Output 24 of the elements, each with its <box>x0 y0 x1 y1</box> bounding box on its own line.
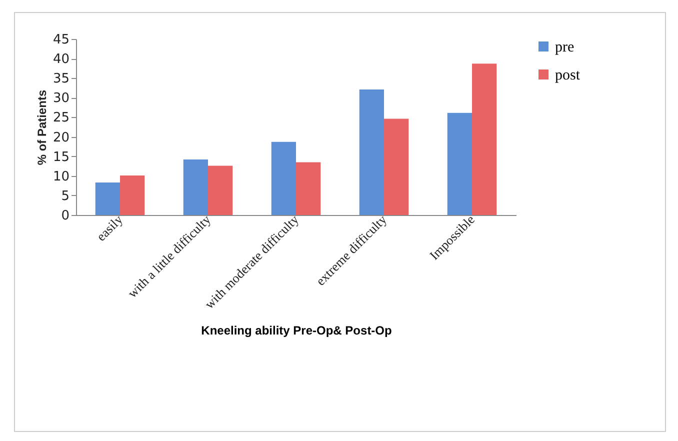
y-tick-label: 0 <box>61 208 70 224</box>
bar <box>95 182 120 215</box>
y-tick-label: 25 <box>52 110 70 126</box>
x-axis-title: Kneeling ability Pre-Op& Post-Op <box>201 324 392 338</box>
legend-label: pre <box>555 40 574 56</box>
bar <box>472 64 497 215</box>
bar <box>120 176 145 215</box>
y-tick-label: 40 <box>52 52 70 68</box>
y-tick-label: 45 <box>52 32 70 48</box>
bar <box>183 159 208 215</box>
bar <box>384 118 409 215</box>
legend-label: post <box>555 68 581 84</box>
y-tick-label: 35 <box>52 72 70 87</box>
y-tick-label: 10 <box>52 169 70 184</box>
y-tick-label: 5 <box>61 188 70 204</box>
bar <box>296 162 321 215</box>
bar <box>359 89 384 215</box>
bar <box>447 112 472 215</box>
y-tick-label: 30 <box>52 91 70 106</box>
y-tick-label: 20 <box>52 130 70 146</box>
bar <box>271 142 296 215</box>
bar <box>208 166 233 215</box>
y-axis-title: % of Patients <box>34 90 49 166</box>
y-tick-label: 15 <box>52 150 70 165</box>
